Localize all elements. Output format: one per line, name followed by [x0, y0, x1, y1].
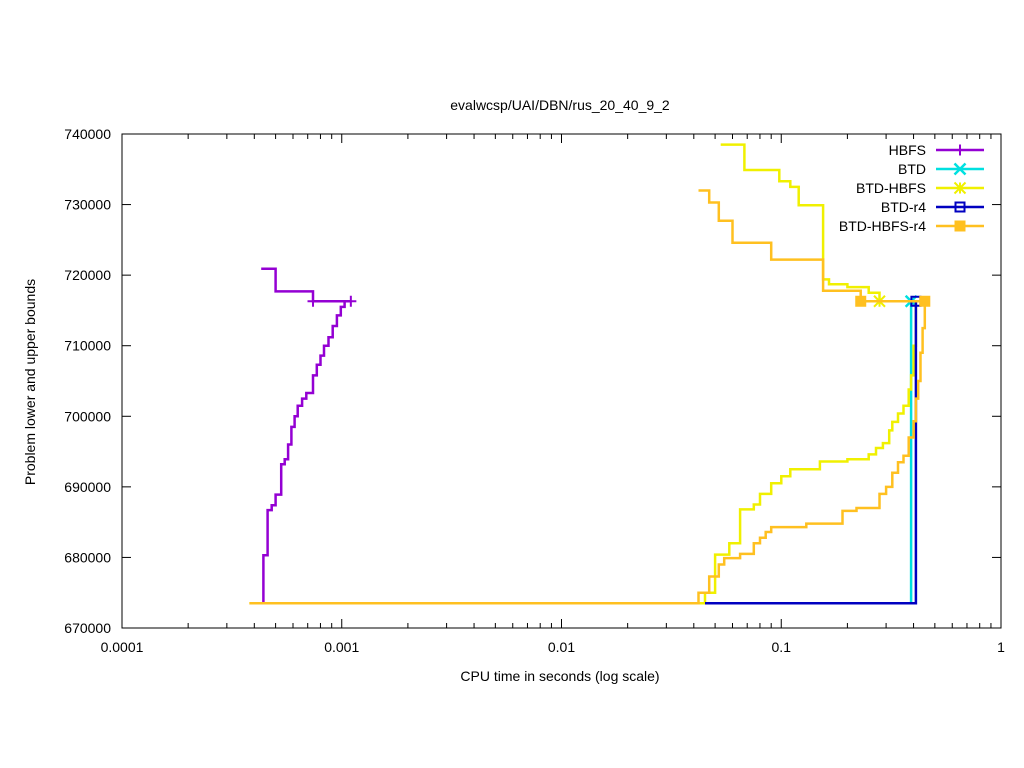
plus-marker: [307, 295, 319, 307]
filled-square-marker: [919, 295, 931, 307]
plus-marker: [345, 295, 357, 307]
series-line: [698, 189, 925, 303]
plus-marker: [954, 144, 966, 156]
y-tick-label: 720000: [64, 267, 111, 283]
y-tick-label: 740000: [64, 126, 111, 142]
legend-label: BTD: [898, 161, 926, 177]
chart-title: evalwcsp/UAI/DBN/rus_20_40_9_2: [450, 97, 670, 113]
y-tick-label: 710000: [64, 338, 111, 354]
y-tick-label: 700000: [64, 408, 111, 424]
plot-frame: [121, 133, 1002, 629]
x-tick-label: 0.0001: [101, 639, 144, 655]
x-tick-label: 0.001: [324, 639, 359, 655]
square-marker: [954, 201, 966, 213]
series-line: [261, 267, 351, 303]
y-tick-label: 670000: [64, 620, 111, 636]
legend-label: BTD-HBFS-r4: [839, 218, 926, 234]
filled-square-marker: [855, 295, 867, 307]
axis-ticks: 0.0001 0.001 0.01 0.1 1 670000 680000 690000 700…: [64, 126, 1005, 655]
x-tick-label: 1: [997, 639, 1005, 655]
x-axis-label: CPU time in seconds (log scale): [460, 668, 659, 684]
y-tick-label: 690000: [64, 479, 111, 495]
series-line: [249, 301, 918, 605]
series-btd-hbfs-r4: [249, 189, 931, 605]
legend-label: BTD-HBFS: [856, 180, 926, 196]
series-hbfs: [261, 267, 357, 604]
filled-square-marker: [954, 220, 966, 232]
series-line: [262, 300, 351, 604]
legend-label: HBFS: [889, 142, 926, 158]
y-tick-label: 730000: [64, 197, 111, 213]
legend: HBFS BTD BTD-HBFS BTD-r4 BTD-HBFS-r4: [839, 142, 984, 234]
y-tick-label: 680000: [64, 549, 111, 565]
legend-label: BTD-r4: [881, 199, 926, 215]
x-marker: [953, 162, 967, 176]
x-tick-label: 0.01: [548, 639, 575, 655]
y-axis-label: Problem lower and upper bounds: [22, 279, 38, 485]
series-line: [249, 301, 927, 605]
x-tick-label: 0.1: [772, 639, 792, 655]
series-line: [720, 143, 881, 302]
plot-area: [249, 143, 931, 605]
star-marker: [953, 181, 967, 195]
